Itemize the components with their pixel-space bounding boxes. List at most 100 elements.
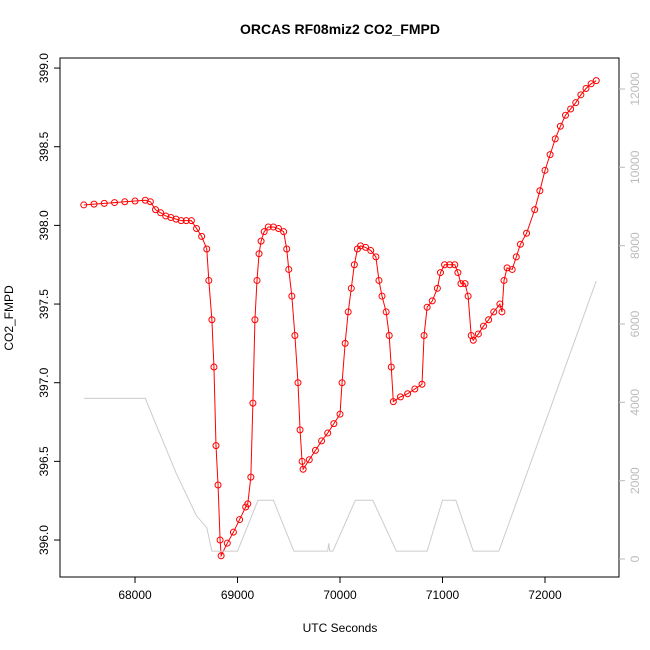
data-point <box>457 280 465 288</box>
data-point <box>223 539 231 547</box>
data-point <box>203 245 211 253</box>
data-point <box>152 206 160 214</box>
data-point <box>90 200 98 208</box>
data-point <box>344 308 352 316</box>
altitude-line <box>83 280 597 552</box>
data-point <box>324 429 332 437</box>
data-point <box>375 276 383 284</box>
x-tick-label: 71000 <box>426 588 460 602</box>
data-point <box>264 223 272 231</box>
data-point <box>516 240 524 248</box>
y-tick-label: 398.0 <box>37 210 51 240</box>
data-point <box>469 336 477 344</box>
y-tick-label: 398.5 <box>37 131 51 161</box>
data-point <box>236 516 244 524</box>
data-point <box>311 446 319 454</box>
y2-tick-label: 6000 <box>628 310 642 337</box>
data-point <box>436 269 444 277</box>
data-point <box>523 229 531 237</box>
data-point <box>305 456 313 464</box>
data-point <box>418 380 426 388</box>
y-axis-label: CO2_FMPD <box>2 285 16 351</box>
data-point <box>441 261 449 269</box>
data-point <box>536 187 544 195</box>
x-tick-label: 69000 <box>221 588 255 602</box>
data-line <box>83 80 597 558</box>
data-point <box>249 399 257 407</box>
data-point <box>389 398 397 406</box>
data-point <box>193 225 201 233</box>
data-point <box>291 332 299 340</box>
y-tick-label: 399.0 <box>37 53 51 83</box>
data-point <box>577 91 585 99</box>
data-point <box>423 303 431 311</box>
data-point <box>464 292 472 300</box>
data-point <box>299 465 307 473</box>
data-point <box>382 308 390 316</box>
data-point <box>131 197 139 205</box>
y2-tick-label: 2000 <box>628 467 642 494</box>
data-point <box>474 330 482 338</box>
data-point <box>372 253 380 261</box>
data-point <box>244 500 252 508</box>
data-point <box>347 284 355 292</box>
data-point <box>296 426 304 434</box>
data-point <box>80 201 88 209</box>
data-point <box>280 228 288 236</box>
data-point <box>338 379 346 387</box>
data-point <box>210 363 218 371</box>
chart-title: ORCAS RF08miz2 CO2_FMPD <box>240 21 440 37</box>
data-point <box>446 261 454 269</box>
data-point <box>260 228 268 236</box>
data-point <box>404 390 412 398</box>
data-point <box>100 199 108 207</box>
data-point <box>283 245 291 253</box>
data-point <box>255 250 263 258</box>
data-point <box>362 243 370 251</box>
y-tick-label: 397.5 <box>37 289 51 319</box>
data-point <box>288 292 296 300</box>
data-point <box>411 385 419 393</box>
data-point <box>146 198 154 206</box>
data-point <box>378 292 386 300</box>
data-point <box>208 316 216 324</box>
x-tick-label: 68000 <box>118 588 152 602</box>
data-point <box>454 269 462 277</box>
data-point <box>490 308 498 316</box>
data-point <box>485 316 493 324</box>
data-point <box>214 481 222 489</box>
data-point <box>111 199 119 207</box>
data-point <box>257 237 265 245</box>
data-point <box>582 85 590 93</box>
data-point <box>461 280 469 288</box>
data-point <box>567 105 575 113</box>
x-axis-label: UTC Seconds <box>303 621 378 635</box>
data-point <box>251 316 259 324</box>
data-point <box>541 166 549 174</box>
data-point <box>341 339 349 347</box>
data-point <box>428 297 436 305</box>
data-point <box>198 232 206 240</box>
data-point <box>212 442 220 450</box>
data-point <box>451 261 459 269</box>
data-point <box>330 420 338 428</box>
data-point <box>572 99 580 107</box>
data-point <box>561 111 569 119</box>
data-point <box>217 552 225 560</box>
y2-tick-label: 10000 <box>628 150 642 184</box>
data-point <box>433 284 441 292</box>
data-point <box>187 217 195 225</box>
data-point <box>285 265 293 273</box>
y2-tick-label: 8000 <box>628 232 642 259</box>
data-point <box>294 379 302 387</box>
data-point <box>531 206 539 214</box>
data-point <box>367 247 375 255</box>
data-point <box>396 393 404 401</box>
data-point <box>385 332 393 340</box>
data-point <box>508 265 516 273</box>
plot-frame <box>59 57 620 578</box>
data-point <box>387 363 395 371</box>
data-point <box>121 198 129 206</box>
data-point <box>512 253 520 261</box>
